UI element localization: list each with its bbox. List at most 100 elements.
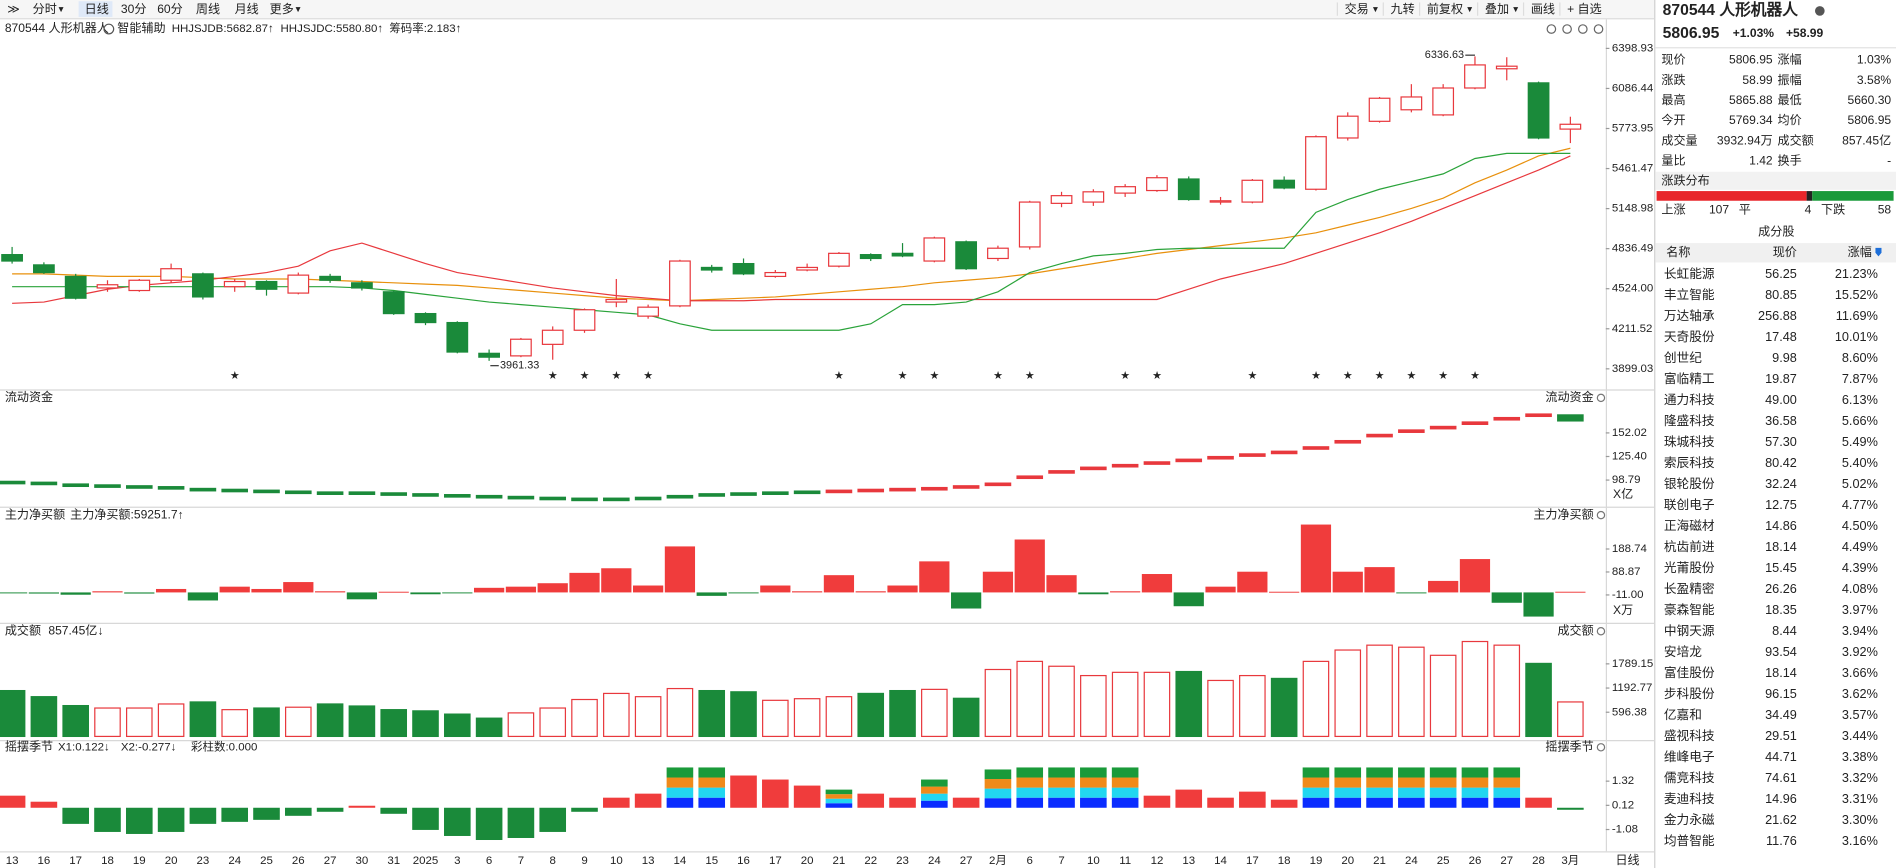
y-tick-label: 3899.03 <box>1612 363 1653 375</box>
stock-name-cell[interactable]: 光莆股份 <box>1664 561 1715 575</box>
color-bar-segment <box>1398 767 1425 778</box>
oscillator-bar <box>475 807 503 841</box>
tab[interactable]: 日线 <box>85 2 109 16</box>
stock-name-cell[interactable]: 豪森智能 <box>1664 602 1715 617</box>
oscillator-bar <box>316 807 344 812</box>
price-cell: 18.35 <box>1765 603 1797 617</box>
stock-name-cell[interactable]: 富临精工 <box>1664 371 1715 386</box>
stock-name-cell[interactable]: 正海磁材 <box>1664 519 1715 533</box>
volume-bar <box>1493 644 1521 738</box>
stock-name-cell[interactable]: 银轮股份 <box>1664 477 1715 491</box>
oscillator-bar <box>221 807 249 822</box>
net-buy-bar <box>823 575 855 593</box>
volume-bar <box>825 696 853 738</box>
signal-star: ★ <box>1438 370 1448 382</box>
volume-bar <box>1111 671 1139 738</box>
stock-name-cell[interactable]: 通力科技 <box>1664 393 1715 407</box>
tab[interactable]: 更多 <box>270 2 294 16</box>
stock-name-cell[interactable]: 亿嘉和 <box>1664 708 1702 722</box>
y-tick-label: 5773.95 <box>1612 123 1653 135</box>
flow-dash <box>189 487 217 492</box>
candle-body <box>1495 65 1518 70</box>
stock-name-cell[interactable]: 步科股份 <box>1664 687 1715 701</box>
pct-cell: 5.02% <box>1842 477 1878 491</box>
oscillator-bar <box>857 793 885 808</box>
panel-icon[interactable] <box>1577 24 1588 34</box>
stock-name-cell[interactable]: 隆盛科技 <box>1664 414 1715 428</box>
flow-dash <box>157 486 185 490</box>
oscillator-bar <box>444 807 471 836</box>
stock-name-cell[interactable]: 天奇股份 <box>1664 329 1715 344</box>
flow-dash <box>125 485 153 489</box>
panel-icon[interactable] <box>1562 24 1572 34</box>
stock-name-cell[interactable]: 长虹能源 <box>1664 267 1715 281</box>
net-buy-bar <box>124 592 155 594</box>
oscillator-bar <box>603 797 630 808</box>
color-bar-segment <box>921 786 948 794</box>
stock-name-cell[interactable]: 中钢天源 <box>1664 624 1715 638</box>
volume-bar <box>62 704 89 738</box>
column-header[interactable]: 现价 <box>1773 245 1797 259</box>
assist-icon[interactable] <box>103 23 115 35</box>
x-tick-label: 17 <box>769 855 782 867</box>
toolbar-button[interactable]: 叠加 <box>1485 2 1509 16</box>
toolbar-button[interactable]: 交易 <box>1345 1 1369 16</box>
net-buy-bar <box>1396 592 1427 594</box>
stock-name-cell[interactable]: 杭齿前进 <box>1664 539 1715 554</box>
stock-name-cell[interactable]: 富佳股份 <box>1664 665 1715 680</box>
period-label: 日线 <box>1615 853 1639 867</box>
stock-name-cell[interactable]: 维峰电子 <box>1664 750 1715 764</box>
panel-icon[interactable] <box>1593 24 1604 34</box>
column-header[interactable]: 名称 <box>1666 244 1690 259</box>
flow-dash <box>221 488 249 493</box>
tab[interactable]: 周线 <box>196 2 220 16</box>
color-bar-segment <box>984 779 1012 789</box>
stock-name-cell[interactable]: 长盈精密 <box>1664 581 1715 596</box>
panel-icon[interactable] <box>1546 24 1557 34</box>
panel-icon[interactable] <box>1596 743 1606 752</box>
x-tick-label: 30 <box>356 855 369 867</box>
candle-body <box>1273 179 1296 189</box>
candle-body <box>1082 191 1105 203</box>
toolbar-button[interactable]: 九转 <box>1391 1 1415 16</box>
net-buy-bar <box>1364 567 1395 593</box>
flow-dash <box>1143 461 1171 465</box>
stock-name-cell[interactable]: 麦迪科技 <box>1664 792 1715 806</box>
toolbar-button[interactable]: 前复权 <box>1427 1 1463 16</box>
volume-bar <box>1398 646 1425 738</box>
color-bar-segment <box>1398 777 1425 788</box>
panel-icon[interactable] <box>1596 393 1606 403</box>
collapse-icon[interactable]: ≫ <box>7 2 20 16</box>
stock-name-cell[interactable]: 索辰科技 <box>1664 456 1715 470</box>
tab[interactable]: 60分 <box>157 2 183 16</box>
oscillator-bar <box>730 775 757 808</box>
stock-name-cell[interactable]: 创世纪 <box>1664 351 1702 365</box>
panel-icon[interactable] <box>1596 626 1606 636</box>
stock-name-cell[interactable]: 联创电子 <box>1664 498 1715 512</box>
info-icon[interactable] <box>1814 6 1825 16</box>
stock-name-cell[interactable]: 万达轴承 <box>1664 309 1715 323</box>
signal-star: ★ <box>611 370 621 382</box>
stock-name-cell[interactable]: 丰立智能 <box>1664 288 1715 302</box>
stock-name-cell[interactable]: 安培龙 <box>1664 644 1702 659</box>
stock-name-cell[interactable]: 盛视科技 <box>1664 728 1715 743</box>
tab[interactable]: 月线 <box>235 2 259 16</box>
signal-star: ★ <box>929 370 939 382</box>
candle-body <box>637 306 660 317</box>
pct-cell: 7.87% <box>1842 372 1878 386</box>
panel-icon[interactable] <box>1596 510 1606 520</box>
tab[interactable]: 30分 <box>121 2 147 16</box>
toolbar-button[interactable]: + 自选 <box>1567 2 1602 16</box>
stock-name-cell[interactable]: 金力永磁 <box>1664 812 1715 827</box>
chart-subtitle[interactable]: 智能辅助 <box>117 20 165 35</box>
stock-name-cell[interactable]: 均普智能 <box>1664 834 1715 848</box>
field-label: 今开 <box>1661 112 1685 127</box>
stock-name-cell[interactable]: 儒竞科技 <box>1664 770 1715 785</box>
toolbar-button[interactable]: 画线 <box>1531 2 1555 16</box>
column-header[interactable]: 涨幅 <box>1848 244 1872 259</box>
tab[interactable]: 分时 <box>33 2 57 16</box>
x-tick-label: 10 <box>1087 855 1100 867</box>
price-cell: 12.75 <box>1765 498 1797 512</box>
stock-name-cell[interactable]: 珠城科技 <box>1664 435 1715 449</box>
